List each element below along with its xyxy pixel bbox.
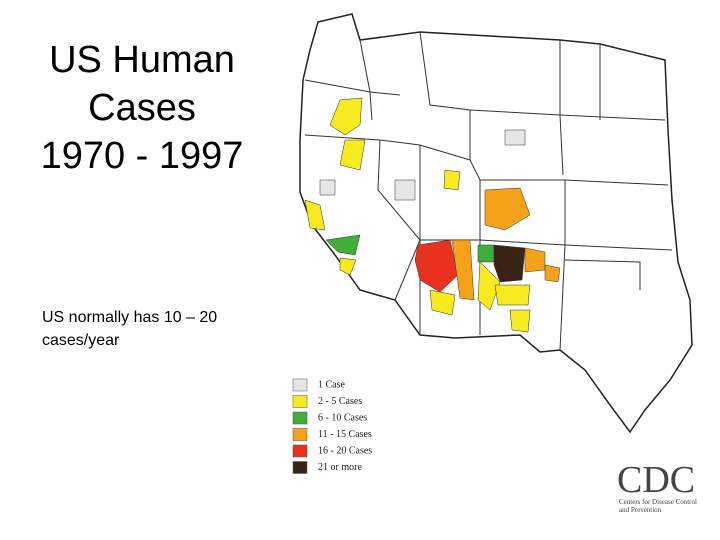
area-orange xyxy=(544,264,561,283)
map xyxy=(299,13,693,434)
area-yellow xyxy=(329,97,363,136)
body-text: cases/year xyxy=(42,332,120,349)
area-grey xyxy=(504,129,526,146)
logo-text: and Prevention xyxy=(619,506,662,514)
legend-label: 6 - 10 Cases xyxy=(318,412,367,423)
area-yellow xyxy=(339,139,366,171)
legend-swatch xyxy=(292,461,308,474)
legend-swatch xyxy=(292,378,308,392)
legend-label: 2 - 5 Cases xyxy=(318,396,362,407)
area-yellow xyxy=(509,309,531,333)
title-line: Cases xyxy=(88,87,196,129)
case-areas xyxy=(304,97,561,333)
state-lines xyxy=(304,31,673,351)
legend: 1 Case 2 - 5 Cases 6 - 10 Cases 11 - 15 Cas… xyxy=(292,378,372,474)
area-yellow xyxy=(494,284,531,306)
legend-label: 1 Case xyxy=(318,379,346,390)
logo-text: Centers for Disease Control xyxy=(619,498,697,506)
area-yellow xyxy=(443,169,461,191)
legend-label: 21 or more xyxy=(318,462,362,473)
legend-label: 11 - 15 Cases xyxy=(318,429,372,440)
area-orange xyxy=(524,247,546,273)
area-orange xyxy=(484,187,531,231)
legend-swatch xyxy=(292,428,308,441)
logo-name: CDC xyxy=(617,459,695,501)
area-grey xyxy=(319,179,336,196)
legend-swatch xyxy=(292,395,308,408)
legend-swatch xyxy=(292,444,308,458)
title: US Human Cases 1970 - 1997 xyxy=(41,39,244,177)
legend-label: 16 - 20 Cases xyxy=(318,445,372,456)
body-text: US normally has 10 – 20 xyxy=(42,309,217,326)
title-line: 1970 - 1997 xyxy=(41,135,244,177)
area-orange xyxy=(451,239,475,301)
legend-swatch xyxy=(292,411,308,425)
logo: CDC Centers for Disease Control and Prev… xyxy=(617,459,697,514)
area-yellow xyxy=(477,261,501,311)
area-yellow xyxy=(304,199,326,231)
area-yellow xyxy=(429,289,456,316)
area-yellow xyxy=(339,257,357,276)
area-green xyxy=(477,244,495,263)
title-line: US Human xyxy=(49,39,235,81)
area-dark xyxy=(493,244,526,283)
area-green xyxy=(325,234,361,256)
area-grey xyxy=(394,179,416,201)
